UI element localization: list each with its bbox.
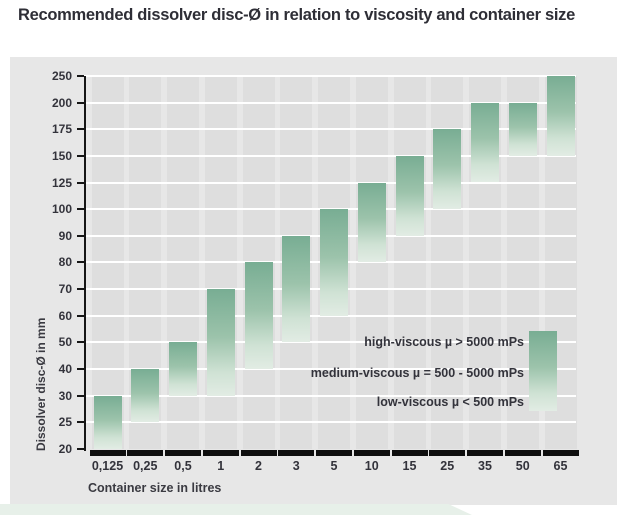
y-tick-label: 100 <box>51 202 72 217</box>
x-tick-label: 0,25 <box>133 459 158 473</box>
gridline <box>84 368 576 371</box>
gridline <box>84 101 576 104</box>
y-axis-tick <box>77 421 84 424</box>
y-axis-tick <box>77 261 84 264</box>
y-axis-tick <box>77 154 84 157</box>
chart-panel: 20 25 30 40 50 60 70 80 90 100 125 150 175 200 250 0,12… <box>10 57 617 505</box>
y-tick-label: 200 <box>51 95 72 110</box>
y-axis-tick <box>77 208 84 211</box>
y-tick-label: 40 <box>58 362 72 377</box>
x-axis-dash <box>165 450 201 456</box>
x-tick-label: 35 <box>478 459 492 473</box>
bar-5 <box>320 209 348 316</box>
y-axis-tick <box>77 341 84 344</box>
x-axis-dash <box>89 450 126 456</box>
y-tick-label: 150 <box>51 148 72 163</box>
gridline <box>84 394 576 397</box>
gridline <box>84 341 576 344</box>
y-tick-label: 90 <box>58 228 72 243</box>
bar-2 <box>244 262 273 370</box>
legend-item-medium-viscous: medium-viscous µ = 500 - 5000 mPs <box>310 366 524 380</box>
bar-25 <box>433 129 462 210</box>
gridline <box>84 421 576 424</box>
x-axis-dash <box>202 450 239 456</box>
bar-0,25 <box>131 369 160 423</box>
x-axis-title: Container size in litres <box>88 481 222 495</box>
legend-item-low-viscous: low-viscous µ < 500 mPs <box>376 395 524 409</box>
x-axis-dash <box>353 450 390 456</box>
gridline <box>84 314 576 317</box>
x-tick-label: 1 <box>217 459 225 473</box>
y-tick-label: 25 <box>58 415 72 430</box>
y-axis-tick <box>77 288 84 291</box>
legend-item-high-viscous: high-viscous µ > 5000 mPs <box>364 335 524 349</box>
x-axis-dash <box>542 450 579 456</box>
gridline <box>84 128 576 131</box>
y-axis-tick <box>77 314 84 317</box>
gridline <box>84 74 576 77</box>
y-axis-tick <box>77 101 84 104</box>
x-axis-dash <box>467 450 503 456</box>
y-axis-tick <box>77 448 84 450</box>
bar-50 <box>508 102 537 156</box>
x-axis-dash <box>429 450 466 456</box>
bar-15 <box>395 155 424 236</box>
x-tick-label: 50 <box>515 459 530 473</box>
y-axis-line <box>84 75 86 451</box>
x-axis-dash <box>504 450 541 456</box>
x-tick-label: 5 <box>330 459 338 473</box>
x-tick-label: 0,125 <box>91 459 124 473</box>
y-axis-tick <box>77 234 84 237</box>
y-axis-tick <box>77 128 84 131</box>
x-tick-label: 10 <box>364 459 379 473</box>
x-tick-label: 15 <box>402 459 417 473</box>
y-tick-label: 80 <box>58 255 72 270</box>
y-axis-tick <box>77 181 84 184</box>
x-tick-label: 65 <box>553 459 568 473</box>
y-tick-label: 20 <box>58 442 72 456</box>
gridline <box>84 154 576 157</box>
x-axis-dash <box>240 450 277 456</box>
legend-gradient-swatch <box>529 331 557 411</box>
bar-65 <box>546 75 575 156</box>
y-tick-label: 175 <box>51 122 72 137</box>
bar-10 <box>357 182 386 263</box>
y-tick-label: 30 <box>58 388 72 403</box>
bar-0,5 <box>169 342 197 396</box>
x-axis-dash <box>278 450 315 456</box>
decor-green-strip <box>0 504 472 515</box>
chart-title: Recommended dissolver disc-Ø in relation… <box>18 6 575 24</box>
x-tick-label: 2 <box>255 459 262 473</box>
bar-3 <box>282 235 311 343</box>
gridline <box>84 181 576 184</box>
y-axis-tick <box>77 394 84 397</box>
bar-1 <box>206 289 235 396</box>
y-axis-title: Dissolver disc-Ø in mm <box>34 317 48 451</box>
x-tick-label: 3 <box>292 459 300 473</box>
y-tick-label: 250 <box>51 68 72 83</box>
y-axis-tick <box>77 74 84 77</box>
y-tick-label: 125 <box>51 175 72 190</box>
y-axis-tick <box>77 368 84 371</box>
x-tick-label: 0,5 <box>174 459 192 473</box>
y-tick-label: 60 <box>58 308 72 323</box>
x-axis-dash <box>391 450 428 456</box>
x-axis-dash <box>127 450 164 456</box>
x-axis-dash <box>316 450 352 456</box>
bar-35 <box>471 102 499 183</box>
bar-0,125 <box>93 395 122 449</box>
x-tick-label: 25 <box>440 459 455 473</box>
y-tick-label: 70 <box>58 282 72 297</box>
y-tick-label: 50 <box>58 335 72 350</box>
